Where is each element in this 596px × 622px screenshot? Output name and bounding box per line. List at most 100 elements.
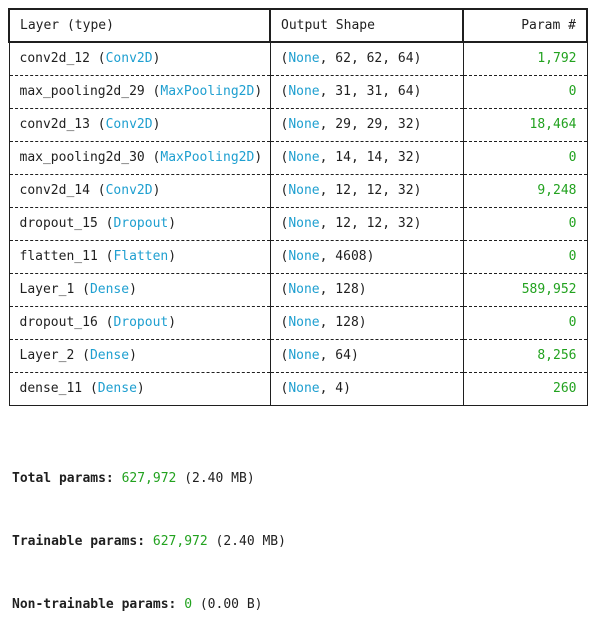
layer-cell: conv2d_13 (Conv2D) xyxy=(8,108,271,142)
layer-cell: max_pooling2d_29 (MaxPooling2D) xyxy=(8,75,271,109)
layer-cell: conv2d_12 (Conv2D) xyxy=(8,42,271,76)
totals-size: (2.40 MB) xyxy=(184,471,255,486)
shape-dim: 12 xyxy=(335,216,351,231)
layer-name: max_pooling2d_30 xyxy=(19,150,145,165)
model-summary-table: Layer (type) Output Shape Param # conv2d… xyxy=(8,8,588,406)
shape-dim: 4 xyxy=(335,381,344,396)
shape-dim: 12 xyxy=(366,216,383,231)
param-count-cell: 0 xyxy=(462,207,588,241)
shape-dim: 29 xyxy=(335,117,351,132)
layer-name: flatten_11 xyxy=(19,249,98,264)
layer-cell: conv2d_14 (Conv2D) xyxy=(8,174,271,208)
layer-type: Dense xyxy=(89,282,130,297)
layer-cell: max_pooling2d_30 (MaxPooling2D) xyxy=(8,141,271,175)
param-count: 0 xyxy=(568,249,577,264)
param-count: 1,792 xyxy=(537,51,577,67)
header-output-shape: Output Shape xyxy=(269,8,464,43)
totals-value: 627,972 xyxy=(152,534,208,549)
shape-dim: 64 xyxy=(397,51,414,67)
shape-dim: 128 xyxy=(335,315,359,330)
layer-name: Layer_1 xyxy=(19,282,75,297)
shape-dim: 64 xyxy=(397,84,414,99)
totals-label: Total params: xyxy=(12,471,114,486)
table-body: conv2d_12 (Conv2D) (None, 62, 62, 64) 1,79… xyxy=(8,42,588,406)
table-row: Layer_2 (Dense) (None, 64) 8,256 xyxy=(8,339,588,373)
param-count-cell: 8,256 xyxy=(462,339,588,373)
output-shape-cell: (None, 31, 31, 64) xyxy=(269,75,464,109)
shape-batch-dim: None xyxy=(288,183,320,198)
shape-dim: 62 xyxy=(335,51,351,67)
shape-batch-dim: None xyxy=(288,348,320,363)
param-count-cell: 0 xyxy=(462,306,588,340)
layer-name: dense_11 xyxy=(19,381,83,396)
totals-size: (0.00 B) xyxy=(199,597,263,612)
param-count-cell: 0 xyxy=(462,240,588,274)
table-row: dropout_16 (Dropout) (None, 128) 0 xyxy=(8,306,588,340)
shape-dim: 12 xyxy=(335,183,351,198)
table-header-row: Layer (type) Output Shape Param # xyxy=(8,8,588,43)
table-row: flatten_11 (Flatten) (None, 4608) 0 xyxy=(8,240,588,274)
shape-batch-dim: None xyxy=(288,150,320,165)
output-shape-cell: (None, 14, 14, 32) xyxy=(269,141,464,175)
param-count: 589,952 xyxy=(521,282,577,297)
table-row: dense_11 (Dense) (None, 4) 260 xyxy=(8,372,588,406)
output-shape-cell: (None, 4) xyxy=(269,372,464,406)
table-row: max_pooling2d_29 (MaxPooling2D) (None, 31… xyxy=(8,75,588,109)
layer-type: Flatten xyxy=(113,249,169,264)
layer-type: Dropout xyxy=(113,216,169,231)
layer-type: Dense xyxy=(89,348,130,363)
param-count: 0 xyxy=(568,150,577,165)
output-shape-cell: (None, 128) xyxy=(269,306,464,340)
layer-type: Conv2D xyxy=(105,183,153,198)
shape-batch-dim: None xyxy=(288,51,320,67)
table-row: conv2d_12 (Conv2D) (None, 62, 62, 64) 1,79… xyxy=(8,42,588,76)
shape-dim: 31 xyxy=(366,84,383,99)
shape-dim: 4608 xyxy=(335,249,367,264)
param-count: 0 xyxy=(568,216,577,231)
shape-batch-dim: None xyxy=(288,216,320,231)
table-row: Layer_1 (Dense) (None, 128) 589,952 xyxy=(8,273,588,307)
shape-dim: 32 xyxy=(397,183,414,198)
shape-dim: 32 xyxy=(397,117,414,132)
layer-name: dropout_15 xyxy=(19,216,98,231)
output-shape-cell: (None, 12, 12, 32) xyxy=(269,207,464,241)
param-count-cell: 0 xyxy=(462,75,588,109)
output-shape-cell: (None, 4608) xyxy=(269,240,464,274)
totals-line: Trainable params: 627,972 (2.40 MB) xyxy=(12,534,286,549)
layer-type: Conv2D xyxy=(105,51,153,67)
table-row: conv2d_14 (Conv2D) (None, 12, 12, 32) 9,24… xyxy=(8,174,588,208)
layer-type: Dropout xyxy=(113,315,169,330)
shape-dim: 128 xyxy=(335,282,359,297)
layer-name: dropout_16 xyxy=(19,315,98,330)
layer-name: max_pooling2d_29 xyxy=(19,84,145,99)
totals-label: Trainable params: xyxy=(12,534,146,549)
totals-size: (2.40 MB) xyxy=(215,534,286,549)
param-count: 0 xyxy=(568,84,577,99)
param-count-cell: 260 xyxy=(462,372,588,406)
param-count-cell: 0 xyxy=(462,141,588,175)
shape-dim: 64 xyxy=(335,348,351,363)
layer-cell: dropout_15 (Dropout) xyxy=(8,207,271,241)
shape-dim: 32 xyxy=(397,216,414,231)
shape-dim: 12 xyxy=(366,183,383,198)
layer-cell: Layer_2 (Dense) xyxy=(8,339,271,373)
totals-label: Non-trainable params: xyxy=(12,597,177,612)
layer-name: conv2d_13 xyxy=(19,117,90,132)
shape-batch-dim: None xyxy=(288,84,320,99)
shape-batch-dim: None xyxy=(288,381,320,396)
header-param-count: Param # xyxy=(462,8,588,43)
param-count: 0 xyxy=(568,315,577,330)
output-shape-cell: (None, 64) xyxy=(269,339,464,373)
shape-dim: 32 xyxy=(397,150,414,165)
param-count: 18,464 xyxy=(529,117,577,132)
param-count-cell: 589,952 xyxy=(462,273,588,307)
shape-dim: 62 xyxy=(366,51,383,67)
output-shape-cell: (None, 29, 29, 32) xyxy=(269,108,464,142)
layer-name: conv2d_12 xyxy=(19,51,90,67)
shape-dim: 14 xyxy=(335,150,351,165)
shape-dim: 14 xyxy=(366,150,383,165)
layer-cell: flatten_11 (Flatten) xyxy=(8,240,271,274)
header-layer-type: Layer (type) xyxy=(8,8,271,43)
shape-batch-dim: None xyxy=(288,282,320,297)
table-row: max_pooling2d_30 (MaxPooling2D) (None, 14… xyxy=(8,141,588,175)
